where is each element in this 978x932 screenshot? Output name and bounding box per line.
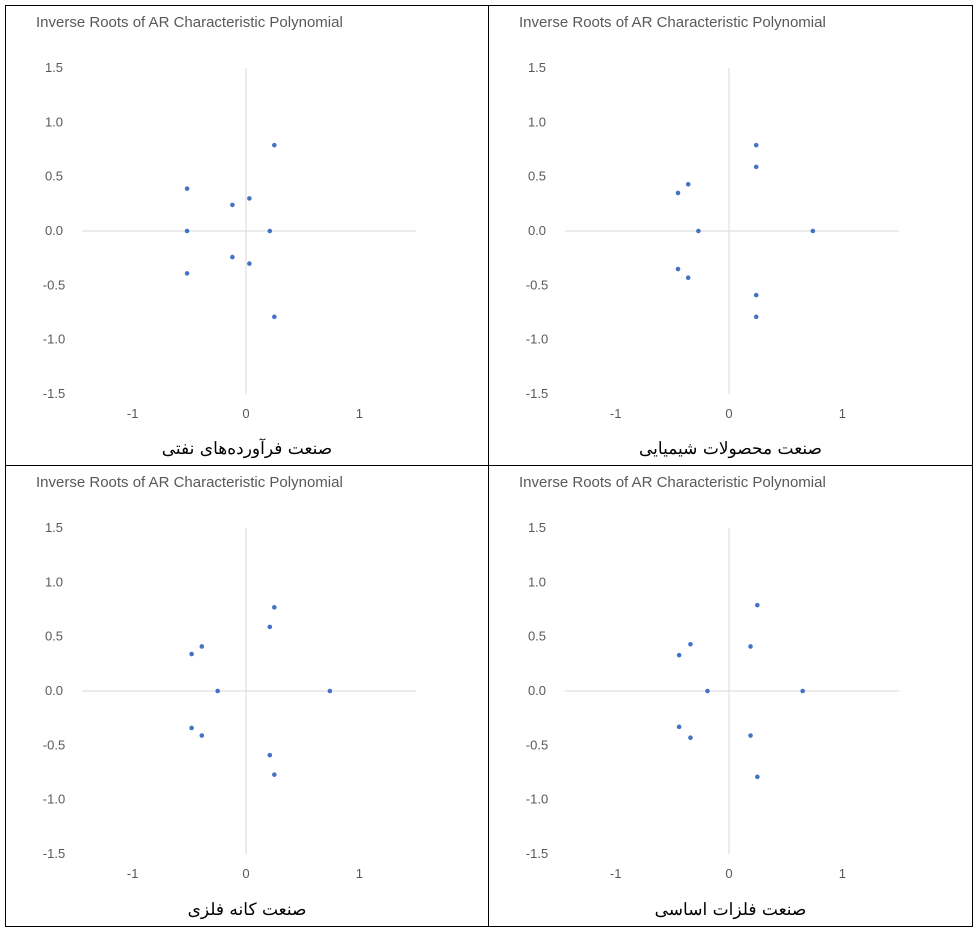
data-point: [184, 186, 190, 191]
y-tick-label: 1.5: [528, 60, 546, 75]
y-tick-label: 0.5: [528, 169, 546, 184]
data-point: [272, 314, 277, 320]
data-point: [189, 725, 194, 731]
y-tick-label: -0.5: [526, 277, 548, 292]
data-point: [267, 624, 273, 630]
data-point: [199, 644, 205, 649]
data-point: [327, 688, 333, 694]
y-tick-label: 1.5: [528, 520, 546, 535]
data-point: [199, 733, 205, 738]
data-point: [685, 275, 691, 281]
y-tick-label: -0.5: [526, 737, 548, 752]
scatter-plot-4: 1.5 1.0 0.5 0.0 -0.5 -1.0 -1.5 -1 0 1: [526, 520, 899, 881]
x-tick-label: 1: [356, 406, 363, 421]
y-tick-label: -1.0: [526, 332, 548, 347]
chart-title: Inverse Roots of AR Characteristic Polyn…: [36, 474, 343, 491]
chart-panel-4: Inverse Roots of AR Characteristic Polyn…: [489, 466, 972, 926]
y-tick-label: 0.0: [45, 223, 63, 238]
data-point: [676, 652, 682, 658]
data-point: [810, 228, 816, 234]
y-tick-label: -1.5: [43, 846, 65, 861]
data-point: [272, 605, 277, 610]
y-tick-label: 1.0: [528, 574, 546, 589]
y-tick-label: 0.5: [45, 629, 63, 644]
data-point: [685, 181, 691, 187]
chart-caption: صنعت کانه فلزی: [187, 900, 307, 920]
data-point: [688, 735, 693, 741]
data-point: [755, 774, 760, 780]
data-point: [675, 190, 681, 196]
x-tick-label: -1: [127, 866, 139, 881]
y-tick-label: 1.5: [45, 60, 63, 75]
x-tick-label: 0: [242, 406, 249, 421]
data-point: [675, 266, 681, 272]
data-point: [800, 688, 805, 694]
data-point: [184, 271, 190, 276]
data-point: [696, 228, 701, 234]
data-point: [748, 644, 753, 649]
data-point: [184, 228, 190, 234]
chart-caption: صنعت محصولات شیمیایی: [639, 439, 822, 459]
data-point: [230, 202, 235, 208]
y-tick-label: 1.0: [45, 114, 63, 129]
x-tick-label: -1: [610, 866, 622, 881]
y-tick-label: 1.0: [528, 114, 546, 129]
chart-caption: صنعت فرآورده‌های نفتی: [161, 439, 333, 459]
y-tick-label: 0.0: [45, 683, 63, 698]
y-tick-label: -1.0: [43, 332, 65, 347]
data-point: [189, 651, 194, 657]
data-point: [755, 602, 760, 608]
data-point: [215, 688, 220, 694]
y-tick-label: 0.0: [528, 683, 546, 698]
scatter-plot-1: 1.5 1.0 0.5 0.0 -0.5 -1.0 -1.5 -1 0 1: [43, 60, 416, 421]
x-tick-label: 1: [356, 866, 363, 881]
data-point: [676, 724, 682, 730]
data-point: [247, 261, 252, 266]
x-tick-label: 0: [725, 406, 732, 421]
data-point: [705, 688, 710, 694]
y-tick-label: -1.5: [526, 846, 548, 861]
x-tick-label: 1: [839, 406, 846, 421]
chart-title: Inverse Roots of AR Characteristic Polyn…: [36, 14, 343, 31]
chart-panel-2: Inverse Roots of AR Characteristic Polyn…: [489, 6, 972, 466]
data-point: [272, 772, 277, 777]
x-tick-label: 0: [242, 866, 249, 881]
x-tick-label: 1: [839, 866, 846, 881]
charts-grid: Inverse Roots of AR Characteristic Polyn…: [5, 5, 973, 927]
y-tick-label: -1.5: [43, 386, 65, 401]
data-point: [753, 292, 759, 298]
y-tick-label: 0.5: [45, 169, 63, 184]
chart-title: Inverse Roots of AR Characteristic Polyn…: [519, 474, 826, 491]
data-point: [748, 733, 753, 738]
data-point: [267, 752, 273, 758]
data-point: [267, 228, 273, 234]
scatter-plot-3: 1.5 1.0 0.5 0.0 -0.5 -1.0 -1.5 -1 0 1: [43, 520, 416, 881]
scatter-plot-2: 1.5 1.0 0.5 0.0 -0.5 -1.0 -1.5 -1 0 1: [526, 60, 899, 421]
data-point: [688, 641, 693, 647]
chart-caption: صنعت فلزات اساسی: [654, 900, 807, 920]
y-tick-label: 0.0: [528, 223, 546, 238]
y-tick-label: 1.0: [45, 574, 63, 589]
x-tick-label: 0: [725, 866, 732, 881]
y-tick-label: -1.5: [526, 386, 548, 401]
y-tick-label: 1.5: [45, 520, 63, 535]
y-tick-label: -1.0: [43, 792, 65, 807]
data-point: [753, 314, 759, 320]
data-point: [230, 254, 235, 260]
chart-panel-3: Inverse Roots of AR Characteristic Polyn…: [6, 466, 489, 926]
data-point: [272, 142, 277, 148]
y-tick-label: -0.5: [43, 277, 65, 292]
x-tick-label: -1: [610, 406, 622, 421]
data-point: [753, 164, 759, 170]
data-point: [247, 196, 252, 201]
y-tick-label: -1.0: [526, 792, 548, 807]
y-tick-label: -0.5: [43, 737, 65, 752]
chart-title: Inverse Roots of AR Characteristic Polyn…: [519, 14, 826, 31]
data-point: [753, 142, 759, 148]
x-tick-label: -1: [127, 406, 139, 421]
chart-panel-1: Inverse Roots of AR Characteristic Polyn…: [6, 6, 489, 466]
y-tick-label: 0.5: [528, 629, 546, 644]
